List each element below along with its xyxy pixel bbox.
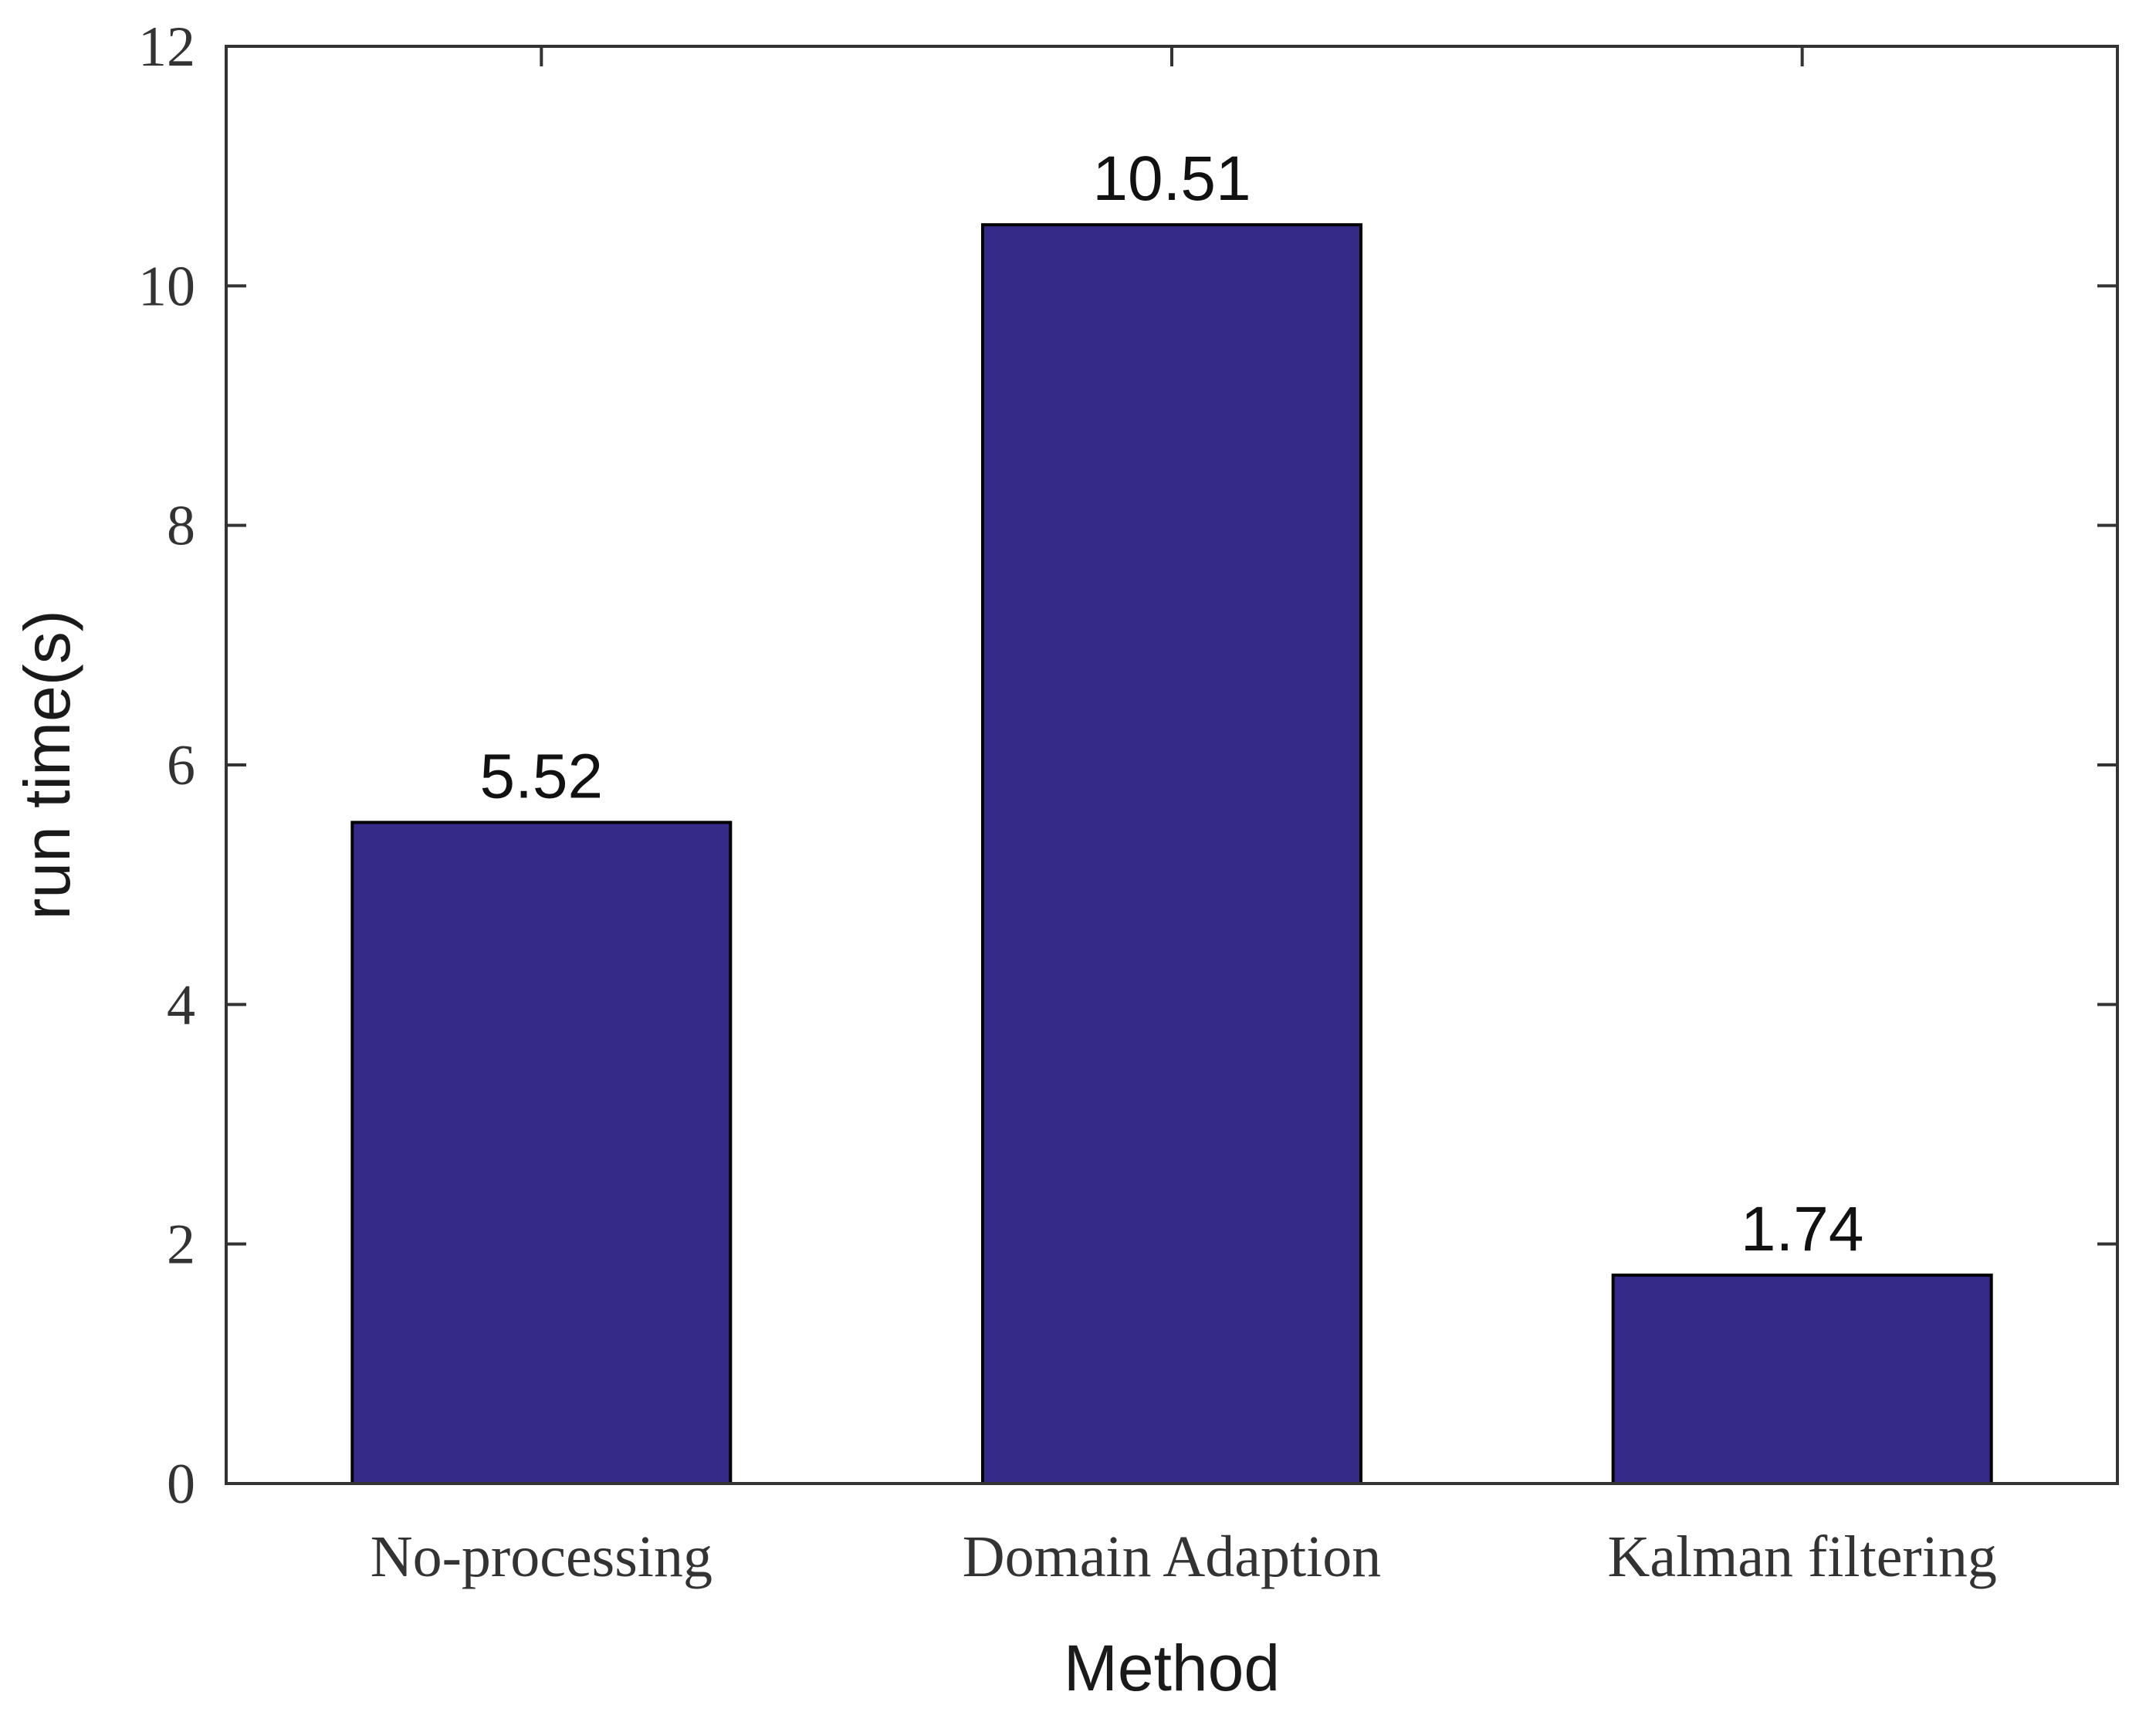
x-axis-title: Method: [1064, 1632, 1280, 1704]
y-tick-label: 4: [167, 973, 195, 1037]
bar: [981, 223, 1362, 1485]
bar-value-label: 1.74: [1741, 1194, 1864, 1264]
y-tick-label: 10: [138, 255, 195, 318]
y-tick-label: 12: [138, 15, 195, 79]
y-tick-label: 0: [167, 1453, 195, 1516]
bar: [350, 820, 733, 1485]
bar: [1611, 1274, 1993, 1485]
x-tick-label: Domain Adaption: [963, 1524, 1382, 1589]
x-tick-labels: No-processing Domain Adaption Kalman filte…: [371, 1524, 1997, 1589]
y-tick-labels: 0 2 4 6 8 10 12: [138, 15, 195, 1516]
x-tick-label: Kalman filtering: [1607, 1524, 1996, 1589]
bar-data-labels: 5.52 10.51 1.74: [480, 144, 1864, 1264]
y-tick-label: 6: [167, 734, 195, 797]
y-axis-title: run time(s): [11, 610, 83, 919]
plot-area-frame: [225, 45, 2119, 1485]
bars: [350, 223, 1993, 1485]
bar-value-label: 10.51: [1092, 144, 1251, 214]
y-tick-label: 8: [167, 495, 195, 558]
x-tick-label: No-processing: [371, 1524, 712, 1589]
bar-value-label: 5.52: [480, 741, 604, 811]
y-tick-label: 2: [167, 1213, 195, 1277]
